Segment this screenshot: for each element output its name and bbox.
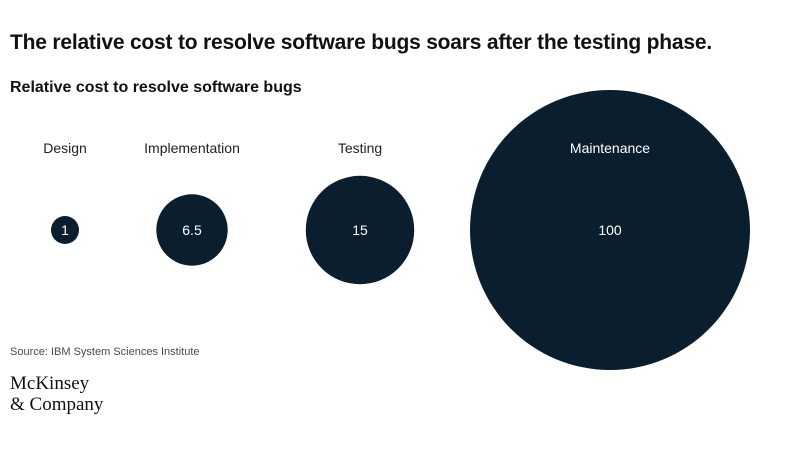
category-label-implementation: Implementation xyxy=(144,140,240,156)
category-label-design: Design xyxy=(43,140,87,156)
value-label-maintenance: 100 xyxy=(598,222,622,238)
bubble-maintenance xyxy=(470,90,750,370)
value-label-design: 1 xyxy=(61,222,69,238)
value-label-testing: 15 xyxy=(352,222,368,238)
logo-line-2: & Company xyxy=(10,394,104,415)
logo-line-1: McKinsey xyxy=(10,373,90,394)
mckinsey-logo: McKinsey & Company xyxy=(10,373,103,415)
value-label-implementation: 6.5 xyxy=(182,222,202,238)
bubble-testing xyxy=(305,175,415,285)
source-note: Source: IBM System Sciences Institute xyxy=(10,346,200,358)
bubble-design xyxy=(51,216,79,244)
category-label-maintenance: Maintenance xyxy=(570,140,650,156)
chart-title: Relative cost to resolve software bugs xyxy=(10,79,302,96)
bubble-implementation xyxy=(156,194,228,266)
headline: The relative cost to resolve software bu… xyxy=(10,31,712,54)
category-label-testing: Testing xyxy=(338,140,382,156)
